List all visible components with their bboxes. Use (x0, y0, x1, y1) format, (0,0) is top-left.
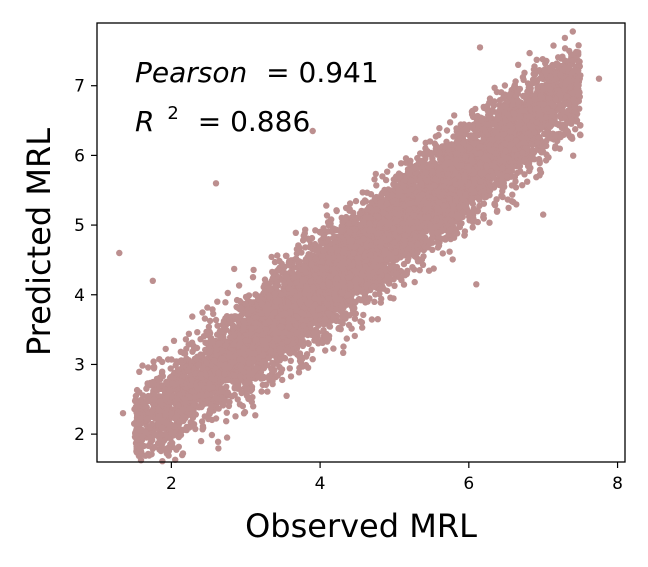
scatter-point (391, 282, 398, 289)
scatter-point (214, 298, 221, 305)
scatter-point (305, 340, 312, 347)
scatter-point (569, 28, 576, 35)
scatter-point (212, 316, 220, 324)
scatter-point (409, 264, 416, 271)
scatter-point (279, 376, 286, 384)
scatter-point (526, 49, 533, 57)
scatter-point (162, 345, 169, 353)
scatter-point (322, 347, 329, 354)
scatter-point (215, 445, 222, 452)
scatter-point (476, 196, 483, 203)
scatter-point (235, 282, 243, 289)
scatter-point (384, 168, 391, 175)
scatter-point (223, 383, 230, 390)
scatter-point (416, 267, 423, 274)
scatter-point (537, 169, 545, 176)
scatter-point (434, 244, 442, 251)
scatter-point (374, 316, 381, 323)
scatter-point (450, 133, 457, 140)
scatter-points (116, 28, 603, 465)
scatter-point (352, 197, 360, 205)
scatter-point (269, 377, 276, 385)
scatter-point (575, 42, 582, 49)
scatter-point (240, 410, 248, 417)
scatter-point (439, 250, 446, 257)
scatter-point (167, 365, 174, 372)
scatter-point (265, 372, 273, 380)
scatter-point (419, 261, 427, 268)
scatter-point (214, 438, 222, 445)
scatter-point (397, 160, 405, 167)
scatter-point (282, 252, 290, 259)
scatter-point (570, 152, 577, 159)
scatter-point (262, 381, 270, 388)
scatter-point (270, 361, 277, 368)
scatter-point (501, 82, 509, 89)
scatter-point (443, 127, 451, 134)
scatter-point (205, 323, 213, 330)
scatter-point (505, 204, 512, 212)
scatter-point (469, 224, 476, 231)
scatter-point (231, 265, 238, 273)
scatter-point (577, 131, 584, 139)
scatter-point (210, 310, 217, 317)
scatter-point (249, 274, 257, 281)
scatter-point (198, 418, 206, 425)
scatter-point (309, 356, 316, 363)
scatter-point (292, 229, 299, 236)
scatter-point (425, 267, 433, 274)
scatter-point (208, 431, 216, 439)
scatter-point (264, 388, 271, 395)
scatter-point (550, 42, 557, 49)
scatter-point (236, 401, 244, 408)
scatter-point (159, 458, 166, 465)
scatter-point (545, 154, 552, 161)
scatter-point (367, 191, 375, 198)
scatter-point (194, 329, 201, 336)
scatter-point (223, 409, 230, 416)
scatter-point (387, 162, 394, 169)
scatter-point (360, 311, 367, 319)
scatter-point (451, 112, 458, 119)
scatter-point (238, 389, 245, 397)
scatter-point (340, 343, 347, 350)
scatter-point (453, 125, 460, 132)
scatter-point (340, 349, 347, 356)
scatter-point (387, 294, 394, 301)
scatter-point (204, 304, 211, 311)
scatter-point (499, 193, 506, 201)
scatter-point (351, 332, 358, 340)
scatter-point (382, 176, 390, 184)
scatter-point (343, 335, 350, 342)
scatter-point (185, 330, 193, 337)
scatter-point (388, 187, 396, 194)
scatter-point (411, 278, 418, 286)
scatter-point (177, 348, 184, 355)
scatter-point (225, 402, 233, 410)
scatter-point (524, 178, 531, 185)
scatter-point (189, 313, 196, 320)
scatter-point (222, 299, 229, 306)
scatter-point (197, 336, 204, 343)
scatter-point (175, 433, 182, 441)
scatter-point (446, 248, 453, 255)
scatter-point (449, 256, 456, 263)
scatter-point (359, 324, 366, 331)
scatter-point (286, 365, 293, 372)
scatter-point (200, 424, 207, 432)
scatter-point (371, 176, 378, 183)
